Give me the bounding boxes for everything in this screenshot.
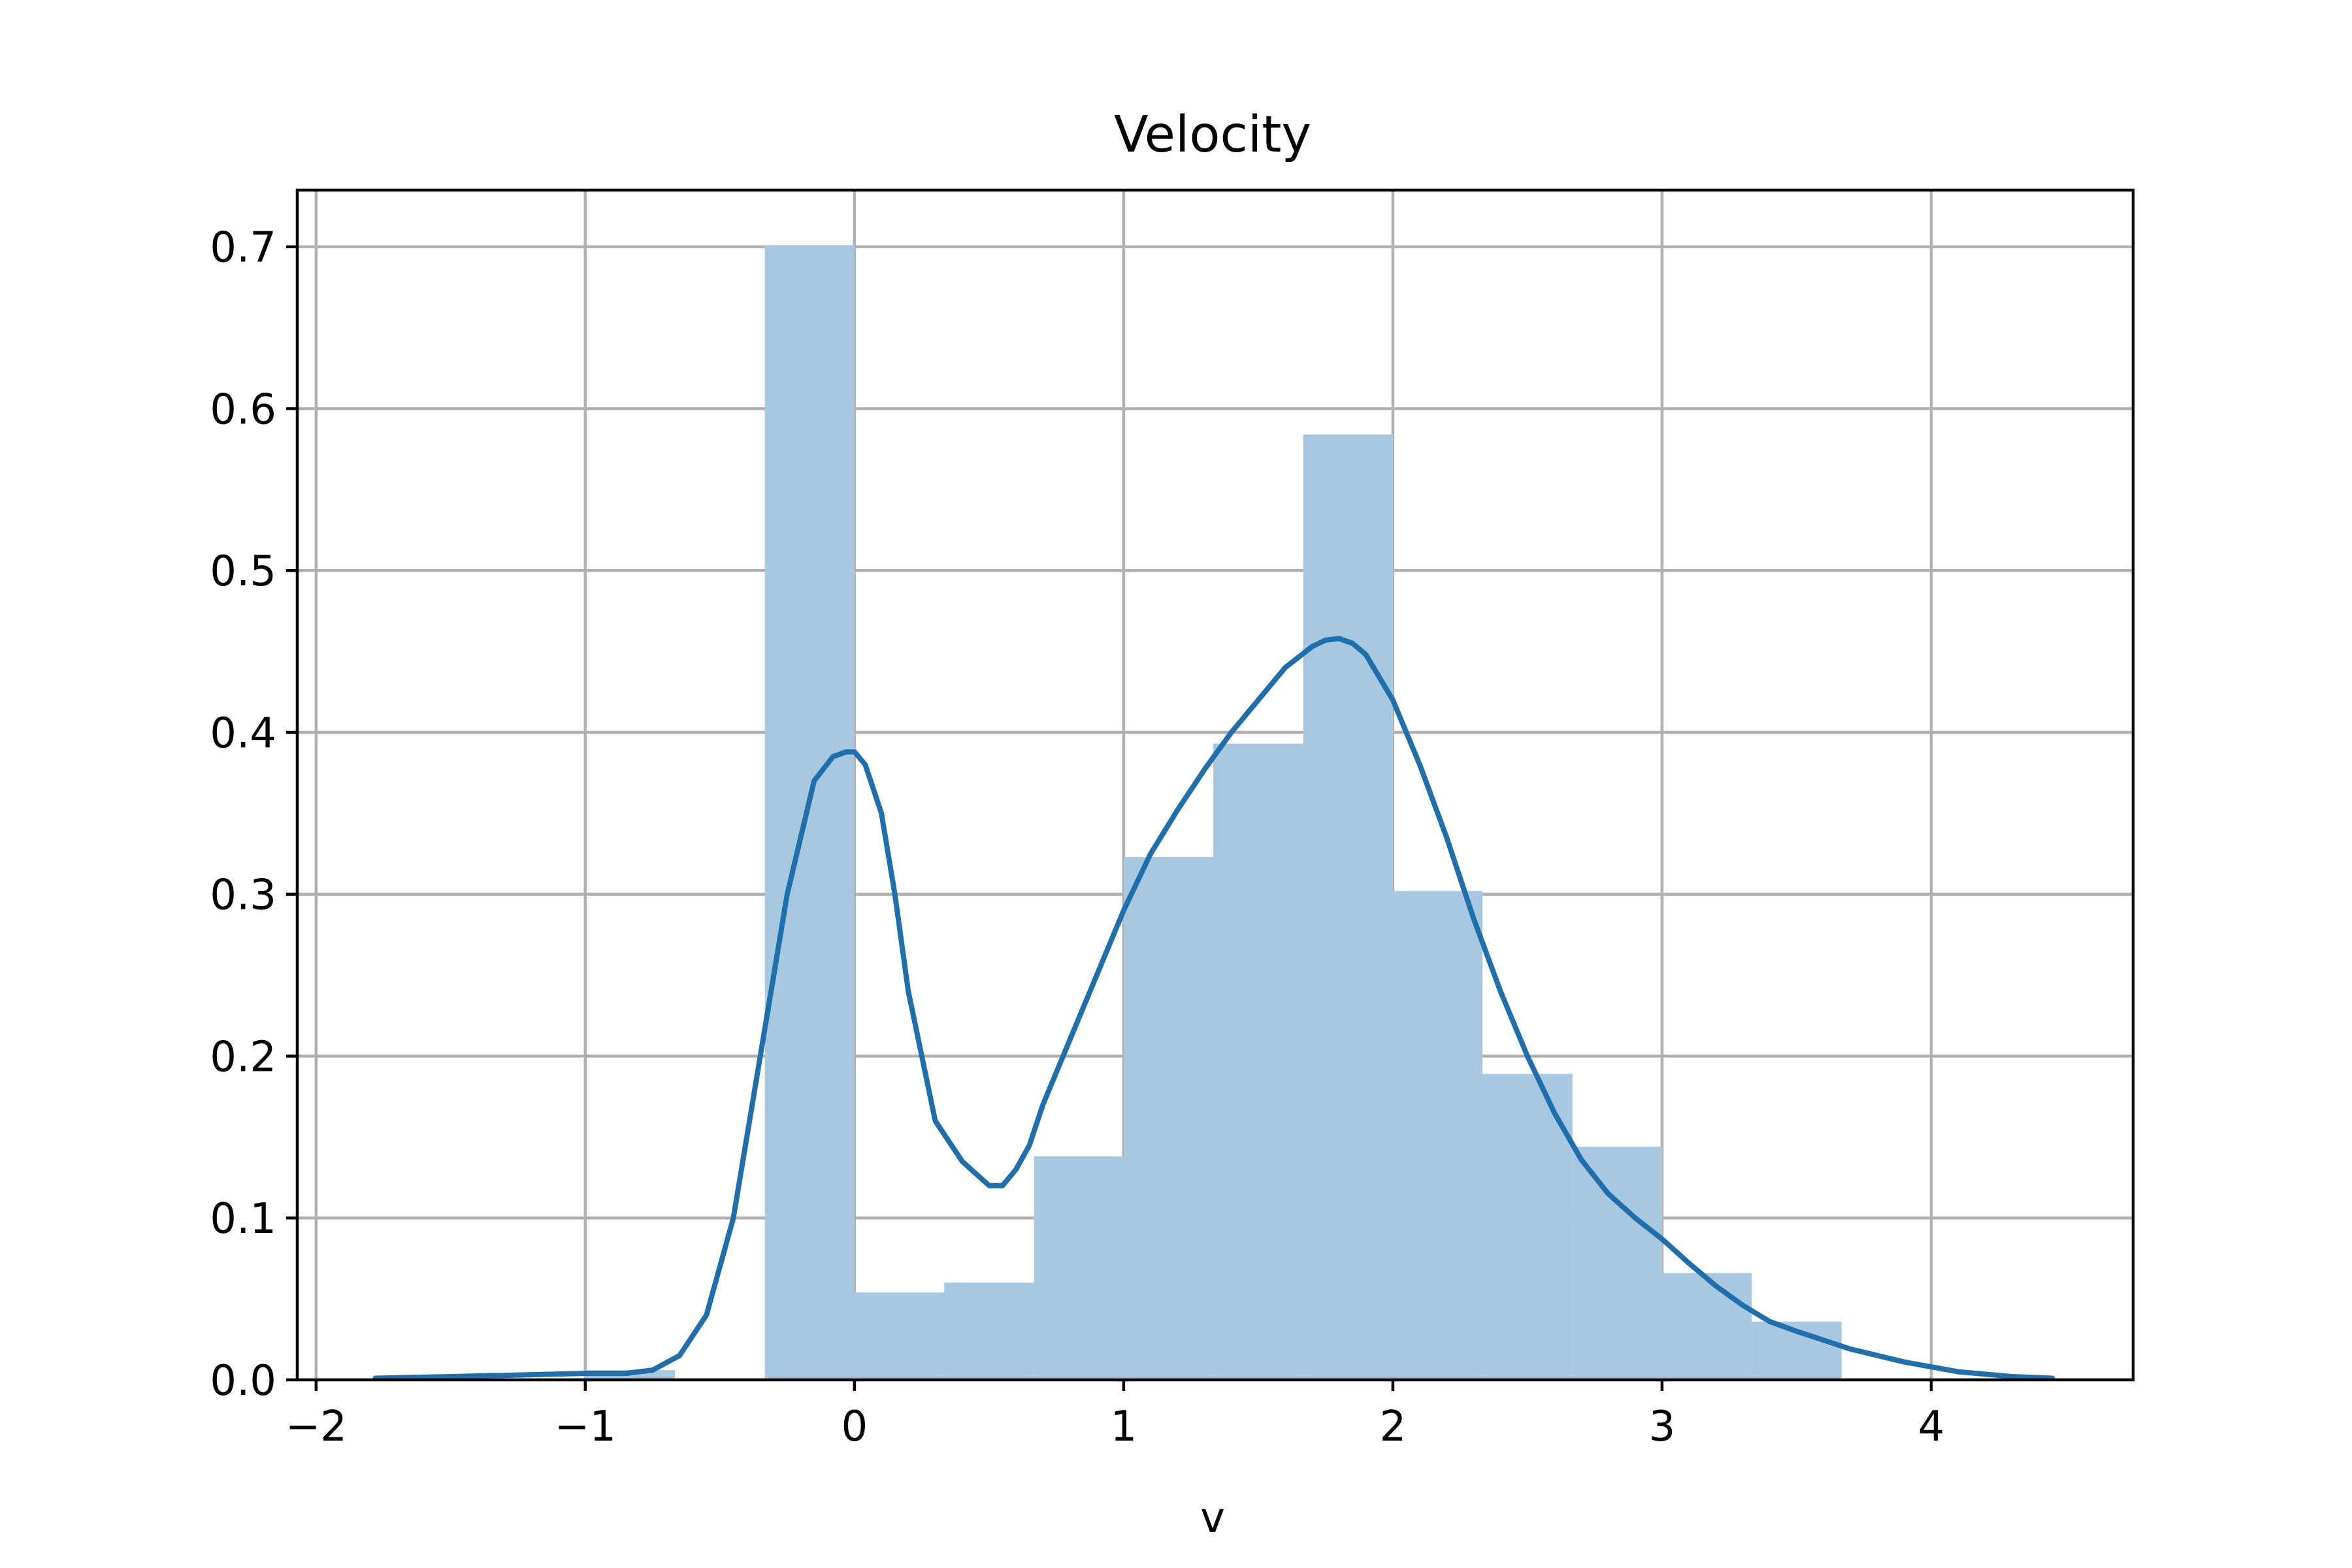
histogram-bar	[854, 1292, 945, 1380]
histogram-bar	[1392, 890, 1483, 1380]
x-tick-label: 2	[1380, 1403, 1407, 1451]
kde-line	[372, 636, 2055, 1381]
x-tick-label: 1	[1111, 1403, 1137, 1451]
y-tick-label: 0.4	[210, 710, 276, 758]
y-tick-label: 0.2	[210, 1033, 276, 1081]
x-axis-label: v	[1200, 1494, 1225, 1543]
histogram-bar	[1034, 1156, 1124, 1380]
histogram-bars	[585, 245, 1842, 1380]
y-tick-label: 0.0	[210, 1357, 276, 1405]
histogram-bar	[1213, 743, 1303, 1380]
chart-title: Velocity	[1114, 106, 1311, 164]
x-tick-label: 4	[1918, 1403, 1945, 1451]
x-tick-label: −2	[286, 1403, 347, 1451]
x-tick-label: −1	[555, 1403, 616, 1451]
histogram-bar	[944, 1282, 1034, 1380]
y-tick-label: 0.3	[210, 872, 276, 920]
y-tick-label: 0.7	[210, 224, 276, 272]
axes-frame	[295, 188, 2135, 1382]
y-tick-label: 0.6	[210, 385, 276, 434]
histogram-bar	[764, 245, 855, 1380]
x-tick-label: 3	[1649, 1403, 1676, 1451]
kde-curve-group	[372, 636, 2055, 1381]
y-tick-label: 0.1	[210, 1195, 276, 1243]
y-tick-label: 0.5	[210, 547, 276, 596]
axes: −2 −1 0 1 2 3 4 0.0 0.1 0.2 0.3 0.4 0.5 0.6 0.7	[210, 188, 2135, 1451]
histogram-bar	[1661, 1273, 1752, 1380]
histogram-bar	[1572, 1147, 1662, 1380]
histogram-bar	[1303, 434, 1393, 1380]
histogram-bar	[1123, 857, 1214, 1380]
x-tick-label: 0	[841, 1403, 868, 1451]
histogram-bar	[1482, 1073, 1573, 1380]
